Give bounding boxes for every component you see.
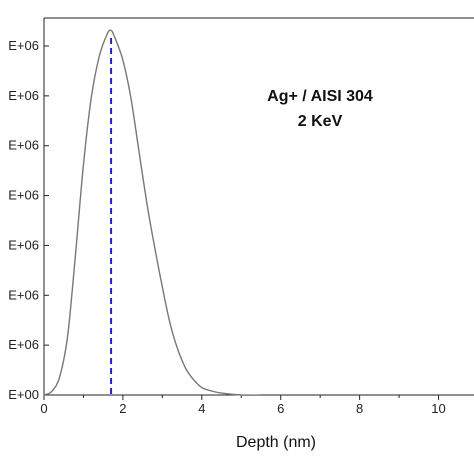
annotation-line-1: Ag+ / AISI 304 (267, 88, 373, 105)
y-tick-label: E+00 (8, 387, 39, 402)
y-tick-label: E+06 (8, 287, 39, 302)
y-tick-label: E+06 (8, 188, 39, 203)
x-tick-label: 0 (40, 401, 47, 416)
series-layer (43, 29, 262, 396)
plot-frame (43, 17, 474, 396)
y-tick-label: E+06 (8, 88, 39, 103)
x-tick-label: 2 (119, 401, 126, 416)
annotation-line-2: 2 KeV (298, 113, 343, 130)
series-line (43, 29, 262, 396)
y-tick-label: E+06 (8, 237, 39, 252)
x-tick-label: 4 (198, 401, 205, 416)
y-axis-ticks: E+00 E+06 E+06 E+06 E+06 E+06 E+06 E+06 (8, 38, 49, 402)
y-tick-label: E+06 (8, 38, 39, 53)
x-axis-title: Depth (nm) (236, 434, 316, 451)
y-tick-label: E+06 (8, 138, 39, 153)
x-tick-label: 8 (356, 401, 363, 416)
x-axis-ticks: 0 2 4 6 8 10 (40, 395, 446, 416)
x-tick-label: 6 (277, 401, 284, 416)
x-tick-label: 10 (431, 401, 445, 416)
y-tick-label: E+06 (8, 337, 39, 352)
